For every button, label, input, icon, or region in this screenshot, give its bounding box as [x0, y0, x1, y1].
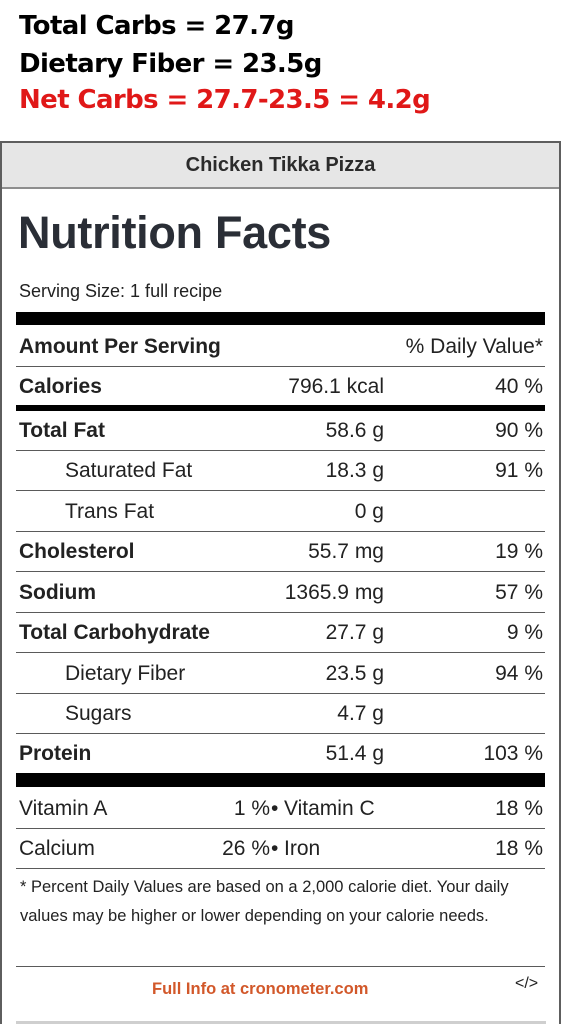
nutrient-daily-value: 94 % — [495, 662, 543, 685]
embed-code-icon[interactable]: </> — [515, 975, 539, 992]
divider — [16, 450, 545, 451]
amount-per-serving-label: Amount Per Serving — [19, 335, 221, 358]
divider — [16, 652, 545, 653]
divider — [16, 490, 545, 491]
nutrient-label: Saturated Fat — [65, 459, 193, 482]
nutrient-daily-value: 91 % — [495, 459, 543, 482]
nutrient-label: Total Fat — [19, 419, 105, 442]
nutrient-amount: 18.3 g — [325, 459, 384, 482]
nutrient-amount: 1365.9 mg — [284, 581, 384, 604]
nutrient-row-dietary-fiber: Dietary Fiber 23.5 g 94 % — [16, 653, 545, 693]
nutrient-amount: 27.7 g — [325, 621, 384, 644]
divider — [16, 966, 545, 967]
thick-divider — [16, 312, 545, 325]
nutrient-label: Cholesterol — [19, 540, 135, 563]
divider — [16, 868, 545, 869]
medium-divider — [16, 405, 545, 411]
divider — [16, 612, 545, 613]
serving-size: Serving Size: 1 full recipe — [19, 281, 223, 301]
cronometer-link[interactable]: Full Info at cronometer.com — [152, 980, 369, 998]
nutrient-label: Total Carbohydrate — [19, 621, 210, 644]
divider — [16, 828, 545, 829]
nutrient-amount: 51.4 g — [325, 742, 384, 765]
nutrient-row-calories: Calories 796.1 kcal 40 % — [16, 366, 545, 406]
divider — [16, 531, 545, 532]
amount-header-row: Amount Per Serving % Daily Value* — [16, 326, 545, 366]
nutrition-card: Chicken Tikka Pizza — [0, 141, 561, 1024]
iron-value: 18 % — [495, 837, 543, 860]
nutrient-amount: 0 g — [354, 500, 384, 523]
vitamin-row: Vitamin A 1 % • Vitamin C 18 % — [16, 788, 545, 828]
recipe-title: Chicken Tikka Pizza — [2, 143, 559, 189]
net-carbs-annotation: Net Carbs = 27.7-23.5 = 4.2g — [19, 85, 431, 115]
nutrient-amount: 4.7 g — [337, 702, 384, 725]
nutrient-row-sugars: Sugars 4.7 g — [16, 693, 545, 733]
thick-divider — [16, 773, 545, 787]
divider — [16, 366, 545, 367]
divider — [16, 733, 545, 734]
iron-label: Iron — [284, 837, 321, 860]
nutrient-daily-value: 19 % — [495, 540, 543, 563]
vitamin-c-label: Vitamin C — [284, 797, 375, 820]
nutrient-label: Calories — [19, 375, 102, 398]
nutrient-row-cholesterol: Cholesterol 55.7 mg 19 % — [16, 531, 545, 571]
mineral-row: Calcium 26 % • Iron 18 % — [16, 828, 545, 868]
nutrient-amount: 23.5 g — [325, 662, 384, 685]
nutrient-row-saturated-fat: Saturated Fat 18.3 g 91 % — [16, 450, 545, 490]
vitamin-c-value: 18 % — [495, 797, 543, 820]
dietary-fiber-annotation: Dietary Fiber = 23.5g — [19, 49, 322, 79]
nutrient-daily-value: 9 % — [506, 621, 543, 644]
divider — [16, 693, 545, 694]
nutrient-row-total-carbohydrate: Total Carbohydrate 27.7 g 9 % — [16, 612, 545, 652]
vitamin-a-label: Vitamin A — [19, 797, 108, 820]
daily-value-header: % Daily Value* — [405, 335, 543, 358]
nutrient-daily-value: 90 % — [495, 419, 543, 442]
nutrient-label: Sodium — [19, 581, 96, 604]
panel-bottom-edge — [16, 1021, 546, 1024]
nutrient-label: Protein — [19, 742, 92, 765]
daily-value-footnote: * Percent Daily Values are based on a 2,… — [20, 878, 509, 925]
nutrient-label: Dietary Fiber — [65, 662, 186, 685]
divider — [16, 571, 545, 572]
bullet-separator: • — [271, 837, 279, 860]
calcium-value: 26 % — [222, 837, 270, 860]
total-carbs-annotation: Total Carbs = 27.7g — [19, 11, 294, 41]
nutrient-row-protein: Protein 51.4 g 103 % — [16, 733, 545, 773]
nutrient-row-sodium: Sodium 1365.9 mg 57 % — [16, 572, 545, 612]
nutrient-amount: 55.7 mg — [308, 540, 384, 563]
nutrient-daily-value: 103 % — [483, 742, 543, 765]
bullet-separator: • — [271, 797, 279, 820]
nutrient-label: Trans Fat — [65, 500, 155, 523]
calcium-label: Calcium — [19, 837, 95, 860]
nutrient-daily-value: 57 % — [495, 581, 543, 604]
nutrition-facts-heading: Nutrition Facts — [18, 207, 332, 258]
vitamin-a-value: 1 % — [233, 797, 270, 820]
nutrient-row-trans-fat: Trans Fat 0 g — [16, 491, 545, 531]
nutrient-label: Sugars — [65, 702, 132, 725]
nutrient-amount: 796.1 kcal — [288, 375, 384, 398]
nutrient-daily-value: 40 % — [495, 375, 543, 398]
nutrient-amount: 58.6 g — [325, 419, 384, 442]
nutrient-row-total-fat: Total Fat 58.6 g 90 % — [16, 410, 545, 450]
